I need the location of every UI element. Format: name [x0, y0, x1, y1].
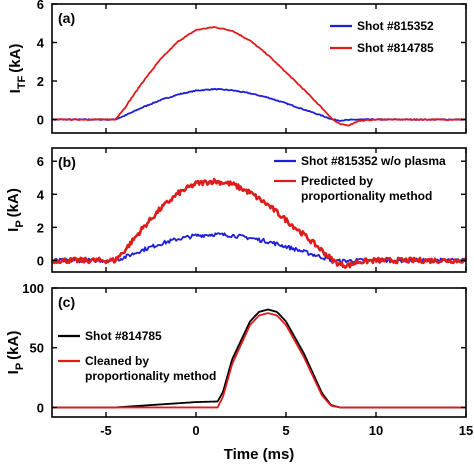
y-tick-label: 0 — [37, 253, 44, 268]
y-tick-label: 4 — [37, 187, 45, 202]
legend-label-2: Shot #814785 — [357, 41, 434, 55]
y-tick-label: 0 — [37, 400, 44, 415]
y-axis-label: IP (kA) — [5, 188, 26, 232]
x-tick-label: 10 — [369, 423, 383, 438]
legend-label-2: proportionality method — [301, 189, 432, 203]
y-axis-label-main: I — [7, 89, 24, 93]
y-axis-label: ITF (kA) — [7, 44, 28, 94]
panel-c: 0 50 100 -5 0 5 10 15 (c) IP (kA) Shot #814785 Clean… — [5, 281, 473, 438]
legend-label-1: Shot #815352 w/o plasma — [301, 154, 446, 168]
legend-label-1: Shot #815352 — [357, 19, 434, 33]
series-line-2 — [52, 312, 466, 409]
x-tick-label: 0 — [192, 423, 199, 438]
plot-frame — [51, 287, 467, 418]
x-tick-label: 15 — [459, 423, 473, 438]
y-tick-label: 50 — [30, 341, 44, 356]
panel-label: (a) — [58, 10, 75, 26]
legend: Shot #815352 Shot #814785 — [330, 19, 434, 55]
y-axis-label-unit: (kA) — [5, 188, 22, 217]
y-tick-label: 4 — [37, 36, 45, 51]
panel-label: (c) — [58, 294, 75, 310]
y-tick-label: 0 — [37, 113, 44, 128]
panel-a: 0 2 4 6 (a) ITF (kA) Shot #815352 Shot #814785 — [7, 0, 467, 134]
y-axis-label-subscript: TF — [16, 76, 28, 90]
y-tick-label: 6 — [37, 154, 44, 169]
series-line-1 — [51, 87, 467, 122]
y-axis-label: IP (kA) — [5, 331, 26, 375]
y-axis-label-main: I — [5, 370, 22, 374]
series-line-2 — [51, 177, 468, 269]
y-tick-label: 6 — [37, 0, 44, 12]
series-line-2 — [51, 26, 467, 127]
y-axis-label-unit: (kA) — [7, 44, 24, 73]
y-axis-label-subscript: P — [14, 363, 26, 370]
x-tick-label: 5 — [282, 423, 289, 438]
y-axis-label-unit: (kA) — [5, 331, 22, 360]
plot-frame — [51, 147, 467, 273]
y-axis-label-main: I — [5, 228, 22, 232]
plot-frame — [51, 3, 467, 134]
legend-label-1: Shot #814785 — [85, 329, 162, 343]
y-tick-label: 2 — [37, 220, 44, 235]
y-tick-label: 2 — [37, 74, 44, 89]
legend: Shot #815352 w/o plasma Predicted bypropo… — [274, 154, 446, 203]
x-tick-label: -5 — [100, 423, 112, 438]
y-axis-label-subscript: P — [14, 220, 26, 227]
x-axis-label: Time (ms) — [224, 446, 295, 463]
y-tick-label: 100 — [22, 281, 44, 296]
legend-label-2: Predicted by — [301, 174, 373, 188]
legend-label-2: proportionality method — [85, 369, 216, 383]
legend-label-2: Cleaned by — [85, 354, 149, 368]
panel-label: (b) — [58, 154, 76, 170]
panel-b: 0 2 4 6 (b) IP (kA) Shot #815352 w/o plasma Pred… — [5, 147, 468, 273]
